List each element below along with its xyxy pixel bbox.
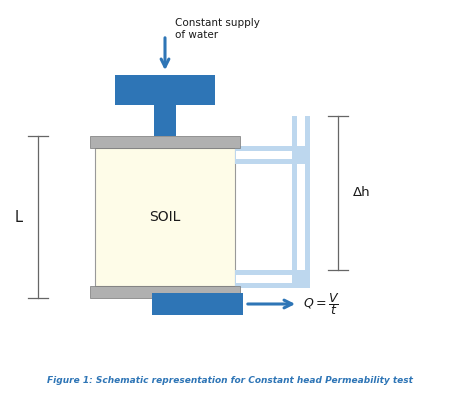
Bar: [236, 275, 292, 283]
Bar: [90, 136, 240, 148]
Text: SOIL: SOIL: [149, 210, 181, 224]
Text: Constant supply: Constant supply: [175, 18, 260, 28]
Bar: [154, 105, 176, 136]
Text: of water: of water: [175, 30, 218, 40]
Bar: [292, 116, 310, 164]
Bar: [235, 270, 310, 288]
Bar: [152, 293, 243, 315]
Bar: [236, 151, 292, 159]
Bar: [152, 298, 178, 315]
Text: L: L: [15, 209, 23, 225]
Bar: [292, 146, 310, 288]
Bar: [90, 286, 240, 298]
Text: $Q = \dfrac{V}{t}$: $Q = \dfrac{V}{t}$: [303, 291, 340, 317]
Bar: [95, 148, 235, 286]
Bar: [297, 164, 305, 270]
Text: Figure 1: Schematic representation for Constant head Permeability test: Figure 1: Schematic representation for C…: [46, 376, 413, 385]
Bar: [235, 146, 310, 164]
Bar: [297, 116, 305, 146]
Bar: [115, 75, 215, 105]
Text: Δh: Δh: [353, 187, 370, 200]
